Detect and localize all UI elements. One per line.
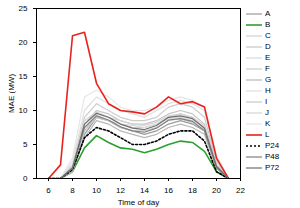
svg-text:10: 10 — [19, 106, 28, 115]
html-text:H: H — [265, 86, 271, 95]
svg-text:20: 20 — [212, 186, 221, 195]
html-text:J: J — [265, 108, 269, 117]
svg-text:15: 15 — [19, 72, 28, 81]
html-text:F: F — [265, 64, 270, 73]
html-text:K: K — [265, 119, 271, 128]
svg-text:20: 20 — [19, 38, 28, 47]
svg-text:8: 8 — [70, 186, 75, 195]
html-text:C: C — [265, 31, 271, 40]
html-text:L: L — [265, 130, 270, 139]
svg-text:5: 5 — [23, 140, 28, 149]
html-text:P48: P48 — [265, 152, 280, 161]
svg-text:Time of day: Time of day — [118, 198, 160, 207]
svg-text:12: 12 — [116, 186, 125, 195]
svg-text:22: 22 — [236, 186, 245, 195]
svg-text:0: 0 — [23, 174, 28, 183]
html-text:G: G — [265, 75, 272, 84]
svg-text:10: 10 — [92, 186, 101, 195]
html-text:A: A — [265, 9, 271, 18]
html-text:P24: P24 — [265, 141, 280, 150]
svg-text:25: 25 — [19, 4, 28, 13]
svg-text:MAE (MW): MAE (MW) — [7, 74, 16, 113]
svg-text:6: 6 — [46, 186, 51, 195]
svg-text:16: 16 — [164, 186, 173, 195]
html-text:B: B — [265, 20, 271, 29]
svg-text:18: 18 — [188, 186, 197, 195]
html-text:P72: P72 — [265, 163, 280, 172]
html-text:D: D — [265, 42, 271, 51]
svg-text:14: 14 — [140, 186, 149, 195]
html-text:I: I — [265, 97, 268, 106]
html-text:E: E — [265, 53, 271, 62]
